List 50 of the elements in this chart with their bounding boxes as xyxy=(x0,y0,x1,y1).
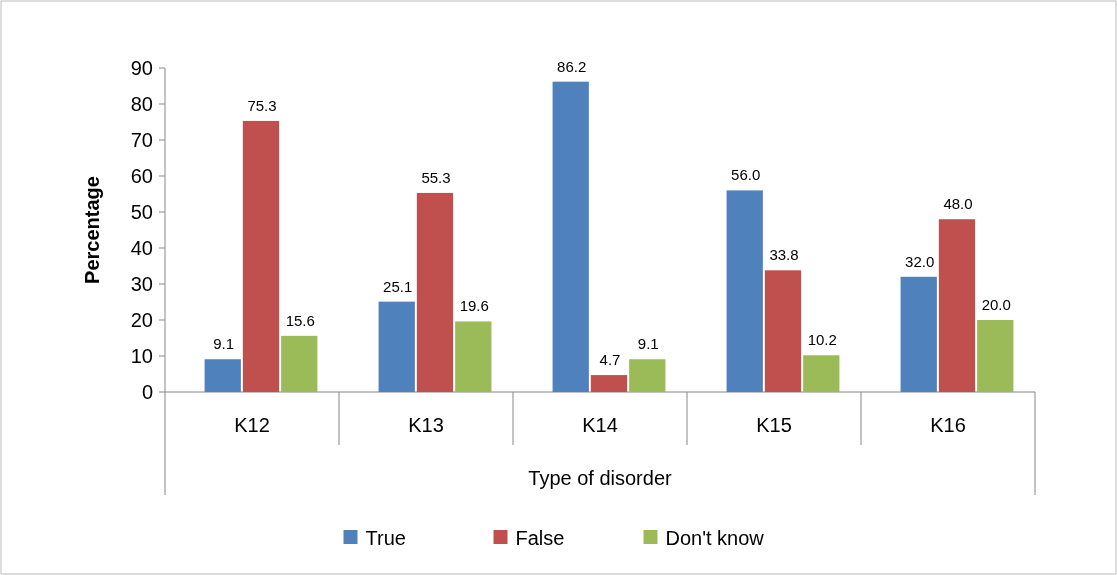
bar xyxy=(242,120,280,392)
data-label: 33.8 xyxy=(769,246,799,264)
bar xyxy=(416,192,454,392)
x-tick-label: K16 xyxy=(930,414,966,436)
bar xyxy=(281,335,318,392)
data-label: 32.0 xyxy=(905,252,935,270)
y-tick-label: 90 xyxy=(130,57,153,79)
x-tick-label: K15 xyxy=(756,414,792,436)
data-label: 9.1 xyxy=(637,335,659,353)
y-tick-label: 70 xyxy=(130,129,153,151)
bar xyxy=(629,359,666,392)
data-label: 75.3 xyxy=(247,96,277,114)
legend-label: Don't know xyxy=(665,527,765,549)
bar xyxy=(764,270,802,392)
bar xyxy=(590,375,628,392)
x-tick-label: K13 xyxy=(408,414,444,436)
data-label: 15.6 xyxy=(285,311,315,329)
data-label: 56.0 xyxy=(731,166,761,184)
data-label: 86.2 xyxy=(557,57,587,75)
data-label: 10.2 xyxy=(807,331,837,349)
bar xyxy=(378,301,415,392)
bar xyxy=(726,190,763,392)
data-label: 20.0 xyxy=(981,296,1011,313)
bar xyxy=(552,81,589,392)
y-tick-label: 30 xyxy=(130,273,153,295)
data-label: 48.0 xyxy=(943,195,973,213)
y-tick-label: 50 xyxy=(130,201,153,223)
y-tick-label: 20 xyxy=(130,309,153,331)
y-axis-title: Percentage xyxy=(81,176,103,284)
data-label: 55.3 xyxy=(421,168,451,186)
bar xyxy=(977,320,1014,392)
bar xyxy=(803,355,840,392)
data-label: 9.1 xyxy=(213,335,235,353)
legend-label: True xyxy=(365,527,406,549)
x-axis-title: Type of disorder xyxy=(528,467,673,489)
x-tick-label: K12 xyxy=(234,414,270,436)
data-label: 19.6 xyxy=(459,297,489,315)
bar xyxy=(900,276,937,392)
bar xyxy=(204,359,241,392)
data-label: 4.7 xyxy=(599,351,621,369)
bar xyxy=(938,219,976,392)
x-tick-label: K14 xyxy=(582,414,618,436)
y-tick-label: 40 xyxy=(130,237,153,259)
y-tick-label: 10 xyxy=(130,345,153,367)
y-tick-label: 0 xyxy=(141,381,153,403)
legend-label: False xyxy=(515,527,565,549)
data-label: 25.1 xyxy=(383,277,413,295)
bar xyxy=(455,321,492,392)
y-tick-label: 80 xyxy=(130,93,153,115)
y-tick-label: 60 xyxy=(130,165,153,187)
